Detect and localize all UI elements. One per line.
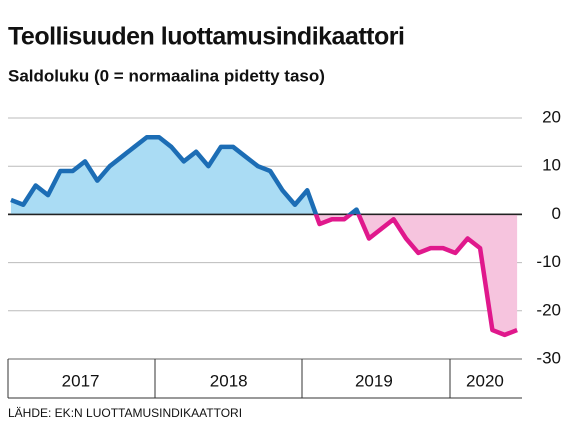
x-tick-label: 2019	[355, 371, 393, 390]
y-tick-label: 10	[542, 156, 561, 175]
area-positive	[10, 137, 359, 215]
chart-subtitle: Saldoluku (0 = normaalina pidetty taso)	[8, 66, 325, 85]
line-negative	[313, 214, 518, 338]
x-tick-label: 2017	[62, 371, 100, 390]
y-tick-label: -10	[536, 252, 561, 271]
chart-title: Teollisuuden luottamusindikaattori	[8, 23, 404, 51]
y-tick-label: 20	[542, 107, 561, 126]
x-tick-label: 2020	[466, 371, 504, 390]
y-tick-label: -20	[536, 300, 561, 319]
area-negative	[10, 214, 518, 335]
line-positive	[10, 135, 362, 215]
y-tick-label: 0	[552, 204, 561, 223]
y-tick-label: -30	[536, 348, 561, 367]
x-tick-label: 2018	[210, 371, 248, 390]
source: LÄHDE: EK:N LUOTTAMUSINDIKAATTORI	[8, 406, 242, 420]
